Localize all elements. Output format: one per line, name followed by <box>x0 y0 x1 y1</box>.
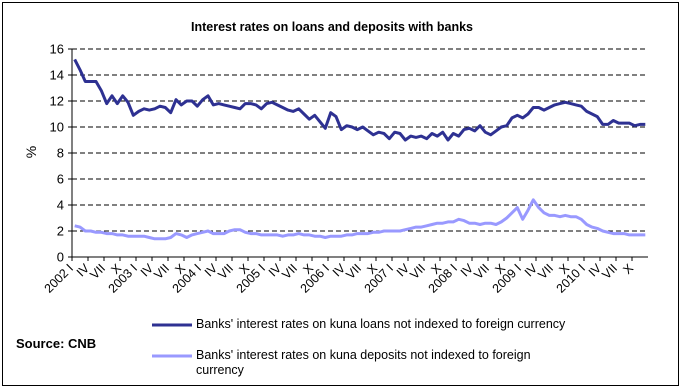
y-axis-label: % <box>23 146 39 158</box>
y-tick-label: 4 <box>57 198 64 213</box>
x-tick-label: VII <box>343 261 364 282</box>
series-line-deposits <box>74 198 646 241</box>
legend-label-loans: Banks' interest rates on kuna loans not … <box>196 317 566 331</box>
y-tick-label: 2 <box>57 224 64 239</box>
y-tick-label: 0 <box>57 250 64 265</box>
x-tick-label: VII <box>151 261 172 282</box>
y-tick-label: 12 <box>50 94 64 109</box>
x-tick-label: VII <box>215 261 236 282</box>
y-tick-label: 6 <box>57 172 64 187</box>
x-tick-label: VII <box>87 261 108 282</box>
source-note: Source: CNB <box>16 336 97 351</box>
y-tick-label: 10 <box>50 120 64 135</box>
x-tick-label: X <box>620 261 636 277</box>
gridlines <box>72 48 648 232</box>
legend <box>152 323 192 358</box>
x-tick-label: VII <box>407 261 428 282</box>
series-line-loans <box>73 58 646 142</box>
x-tick-label: VII <box>471 261 492 282</box>
chart-frame <box>2 2 679 386</box>
chart-title: Interest rates on loans and deposits wit… <box>191 20 473 34</box>
y-tick-label: 16 <box>50 42 64 57</box>
x-tick-label: VII <box>535 261 556 282</box>
y-tick-labels: 0 2 4 6 8 10 12 14 16 <box>50 42 72 265</box>
y-tick-label: 14 <box>50 68 64 83</box>
x-tick-label: VII <box>279 261 300 282</box>
x-tick-label: 2002 I <box>42 261 76 295</box>
series-lines <box>73 58 646 241</box>
y-tick-label: 8 <box>57 146 64 161</box>
legend-label-deposits: Banks' interest rates on kuna deposits n… <box>196 348 531 377</box>
x-tick-label: VII <box>599 261 620 282</box>
